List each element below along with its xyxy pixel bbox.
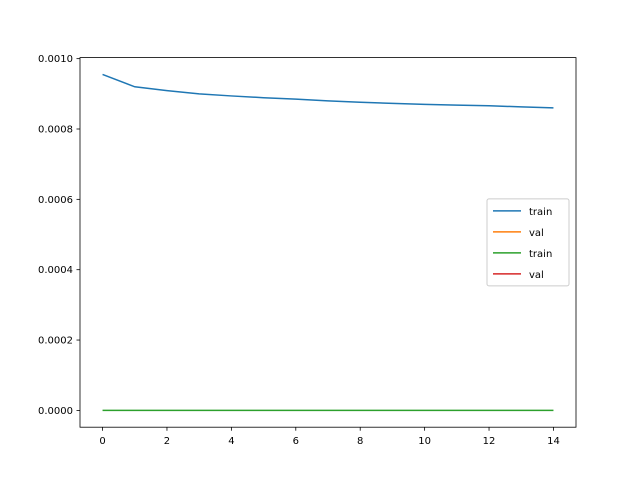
x-tick-label: 10 (418, 436, 431, 447)
x-tick-label: 12 (483, 436, 496, 447)
x-tick-label: 14 (547, 436, 560, 447)
y-tick-label: 0.0004 (38, 265, 73, 276)
legend-label: val (529, 270, 544, 281)
y-tick-label: 0.0010 (38, 54, 73, 65)
x-tick-label: 8 (357, 436, 363, 447)
legend-label: val (529, 228, 544, 239)
axes-frame (79, 57, 577, 428)
x-tick-label: 4 (228, 436, 234, 447)
series-line (102, 73, 554, 109)
legend-label: train (529, 207, 552, 218)
legend-box (486, 198, 570, 287)
y-tick-label: 0.0006 (38, 195, 73, 206)
y-tick-label: 0.0000 (38, 406, 73, 417)
x-tick-label: 6 (293, 436, 299, 447)
x-tick-label: 0 (99, 436, 105, 447)
x-tick-label: 2 (164, 436, 170, 447)
y-tick-label: 0.0008 (38, 125, 73, 136)
legend-label: train (529, 249, 552, 260)
y-tick-label: 0.0002 (38, 336, 73, 347)
legend: train val train val (486, 198, 570, 287)
